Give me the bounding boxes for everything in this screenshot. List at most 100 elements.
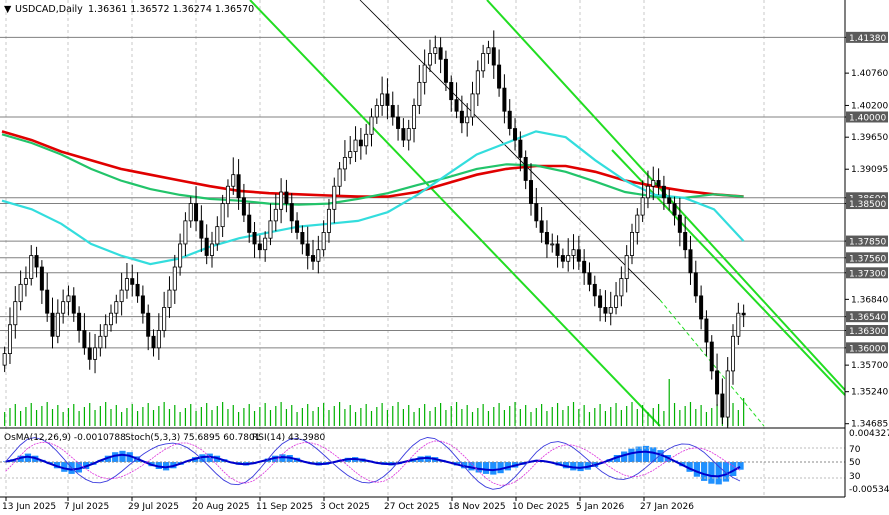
candle-body [422, 64, 427, 83]
candle-body [640, 197, 645, 216]
osma-bar [562, 462, 570, 469]
candle-body [390, 105, 395, 118]
candle-body [358, 139, 363, 147]
candle-body [683, 232, 688, 251]
candle-body [614, 295, 619, 308]
candle-body [124, 278, 129, 291]
osma-bar [61, 462, 68, 472]
price-tick-label: 1.35240 [851, 388, 888, 398]
level-tag [846, 198, 888, 210]
candle-body [396, 116, 401, 129]
candle-body [598, 295, 603, 308]
candle-body [544, 232, 549, 245]
candle-body [114, 301, 119, 314]
candle-body [295, 220, 300, 233]
candle-body [731, 335, 736, 372]
candle-body [289, 203, 294, 222]
price-tick-label: 1.34685 [851, 420, 888, 430]
candle-body [50, 312, 55, 337]
candle-body [619, 278, 624, 297]
trend-line [359, 0, 661, 301]
osma-bar [715, 462, 722, 485]
ohlc-values: 1.36361 1.36572 1.36274 1.36570 [88, 4, 254, 15]
price-tick-label: 1.39095 [851, 165, 888, 175]
symbol-label[interactable]: USDCAD,Daily [15, 4, 83, 15]
level-tag-label: 1.40000 [849, 113, 886, 123]
osma-bar [206, 453, 213, 462]
candle-body [45, 289, 50, 314]
candle-body [311, 255, 316, 262]
osma-bar [155, 462, 162, 469]
candle-body [624, 255, 629, 279]
candle-body [491, 47, 496, 66]
date-label: 7 Jul 2025 [64, 502, 109, 512]
candle-body [720, 393, 725, 418]
candle-body [13, 301, 18, 326]
candle-body [427, 53, 432, 66]
osma-bar [693, 462, 701, 477]
osma-bar [119, 450, 126, 462]
candle-body [252, 232, 257, 245]
candle-body [699, 295, 704, 320]
osma-bar [737, 462, 744, 470]
candle-body [236, 174, 241, 199]
candle-body [406, 128, 411, 141]
candle-body [412, 105, 417, 129]
level-tag [846, 252, 888, 264]
candle-body [592, 283, 597, 297]
candle-body [337, 168, 342, 187]
candle-body [199, 220, 204, 239]
level-tag [846, 31, 888, 43]
candle-body [513, 128, 518, 141]
date-label: 27 Oct 2025 [384, 502, 440, 512]
candle-body [550, 243, 555, 246]
level-tag-label: 1.37560 [849, 254, 886, 264]
osma-bar [199, 454, 206, 462]
indicator-window [0, 437, 845, 490]
candle-body [342, 156, 347, 170]
candle-body [66, 295, 71, 303]
osma-bar [279, 454, 286, 462]
candle-body [300, 232, 305, 245]
candle-body [98, 335, 103, 349]
date-label: 29 Jul 2025 [128, 502, 179, 512]
level-tag-label: 1.37300 [849, 269, 886, 279]
candle-body [231, 174, 236, 187]
date-label: 13 Jun 2025 [2, 502, 56, 512]
candle-body [348, 151, 353, 158]
candle-body [576, 249, 581, 262]
osma-bar [17, 455, 24, 462]
candle-body [39, 266, 44, 291]
symbol-menu-arrow[interactable]: ▼ [4, 4, 12, 15]
candle-body [380, 93, 385, 106]
candle-body [587, 272, 592, 285]
level-tag-label: 1.38500 [849, 200, 886, 210]
candle-body [539, 220, 544, 233]
candle-body [146, 312, 151, 337]
candle-body [715, 370, 720, 395]
candle-body [71, 295, 76, 314]
candle-body [630, 232, 635, 256]
candle-body [82, 330, 87, 349]
candle-body [486, 47, 491, 54]
osma-bar [24, 453, 32, 462]
candle-body [560, 255, 565, 262]
candle-body [608, 307, 613, 314]
stoch-label: Stoch(5,3,3) 75.6895 60.7801 [125, 433, 260, 443]
candle-body [661, 185, 666, 199]
moving-averages [1, 130, 745, 266]
candle-body [241, 197, 246, 216]
level-tag [846, 342, 888, 354]
osma-bar [112, 452, 119, 462]
candle-body [497, 64, 502, 89]
candle-body [369, 116, 374, 135]
level-tag-label: 1.36000 [849, 344, 886, 354]
osma-bar [628, 448, 635, 462]
date-label: 5 Jan 2026 [576, 502, 624, 512]
date-label: 18 Nov 2025 [448, 502, 506, 512]
level-tag [846, 192, 888, 204]
osma-bar [650, 447, 657, 462]
indicator-axis-label: 30 [849, 472, 861, 482]
osma-bar [482, 462, 490, 474]
